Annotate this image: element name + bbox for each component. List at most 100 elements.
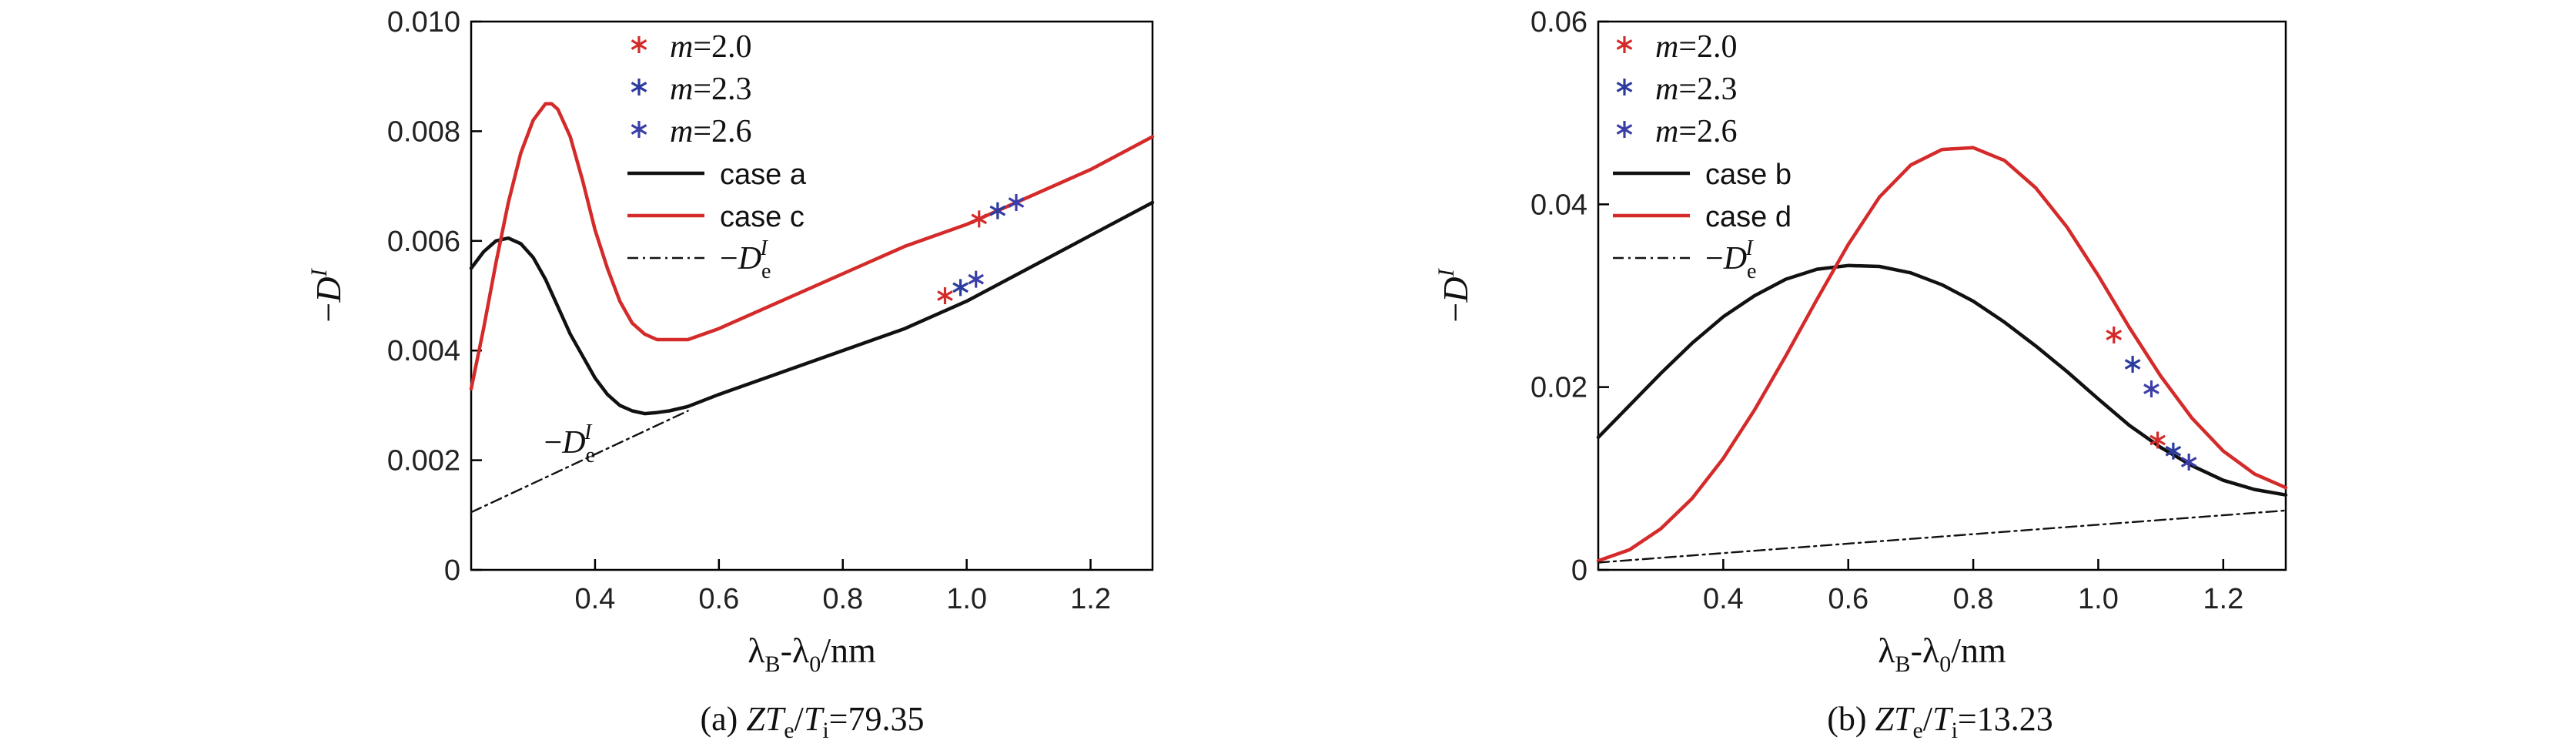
x-label-sub-0: 0 xyxy=(1939,652,1951,677)
marker-m-2-0 xyxy=(2149,431,2166,449)
plot-frame xyxy=(470,20,1154,571)
y-label-minus: − xyxy=(309,303,348,323)
panel-caption: (a) ZTe/Ti=79.35 xyxy=(700,700,924,743)
caption-t: T xyxy=(1932,700,1954,738)
x-tick-label: 1.2 xyxy=(1070,583,1111,615)
legend-marker-swatch xyxy=(631,79,647,95)
legend-entry-m: m=2.0 xyxy=(1655,29,1738,65)
series-line-case-c xyxy=(469,102,1155,391)
y-label-minus: − xyxy=(1436,303,1475,323)
y-tick-label: 0.008 xyxy=(387,116,460,148)
y-tick-label: 0.006 xyxy=(387,226,460,258)
annot-de-sup-i: I xyxy=(584,420,593,444)
caption-zt: ZT xyxy=(1875,700,1915,738)
legend-m-var: m xyxy=(1655,114,1678,149)
x-label-lambda-b: λ xyxy=(1878,631,1895,670)
caption-sub-e: e xyxy=(784,718,794,743)
caption-zt: ZT xyxy=(746,700,786,738)
y-label-d: D xyxy=(309,276,348,303)
legend-entry-de: −DeI xyxy=(1705,236,1756,283)
caption-sub-i: i xyxy=(1952,718,1958,743)
y-tick-label: 0 xyxy=(444,554,460,587)
legend-m-var: m xyxy=(670,29,693,65)
chart-panel-b: 0.4 0.6 0.8 1.0 1.200.020.040.06m=2.0m=2.3m=… xyxy=(1434,6,2288,743)
annot-de-d: D xyxy=(561,425,585,461)
y-tick-label: 0.010 xyxy=(387,6,460,39)
legend-entry-label: case a xyxy=(720,159,807,191)
series-line--d-e-i xyxy=(1597,509,2287,564)
legend-m-var: m xyxy=(1655,29,1678,65)
marker-m-2-0 xyxy=(937,287,953,304)
legend-m-value: =2.0 xyxy=(693,29,751,65)
caption-prefix: (a) xyxy=(700,700,746,738)
legend-entry-label: case b xyxy=(1705,159,1791,191)
y-tick-label: 0.06 xyxy=(1531,6,1587,39)
x-label-sub-0: 0 xyxy=(809,652,821,677)
legend-marker-swatch xyxy=(631,121,647,138)
legend-de-minus: − xyxy=(1705,241,1724,276)
marker-m-2-6 xyxy=(968,270,985,288)
legend-entry-m: m=2.6 xyxy=(670,114,752,149)
marker-m-2-0 xyxy=(971,210,988,228)
y-axis-label: −DI xyxy=(306,267,348,322)
y-tick-label: 0.04 xyxy=(1531,189,1587,221)
legend-entry-label: case d xyxy=(1705,201,1791,233)
x-tick-label: 0.8 xyxy=(822,583,863,615)
caption-sub-e: e xyxy=(1913,718,1923,743)
marker-m-2-0 xyxy=(2106,327,2123,344)
legend-m-value: =2.6 xyxy=(1678,114,1737,149)
marker-m-2-3 xyxy=(2165,442,2182,460)
legend-entry-de: −DeI xyxy=(720,236,771,283)
x-label-sub-b: B xyxy=(765,652,781,677)
legend-marker-swatch xyxy=(631,36,647,53)
x-tick-label: 0.6 xyxy=(698,583,739,615)
legend-marker-swatch xyxy=(1616,121,1633,138)
x-axis-label: λB-λ0/nm xyxy=(748,631,876,677)
y-label-d: D xyxy=(1436,276,1475,303)
x-tick-label: 0.4 xyxy=(1703,583,1744,615)
y-tick-label: 0.02 xyxy=(1531,372,1587,404)
legend-m-var: m xyxy=(670,72,693,107)
x-tick-label: 1.0 xyxy=(2078,583,2119,615)
legend-de-d: D xyxy=(1723,241,1747,276)
series-line-case-b xyxy=(1596,263,2288,497)
caption-slash: / xyxy=(1923,700,1933,738)
caption-value: =79.35 xyxy=(829,700,925,738)
x-label-lambda-b: λ xyxy=(748,631,765,670)
marker-m-2-6 xyxy=(2180,453,2197,471)
legend-entry-m: m=2.6 xyxy=(1655,114,1738,149)
legend-de-minus: − xyxy=(720,241,738,276)
x-tick-label: 1.0 xyxy=(946,583,987,615)
x-tick-label: 1.2 xyxy=(2203,583,2243,615)
caption-prefix: (b) xyxy=(1827,700,1875,738)
legend-entry-m: m=2.3 xyxy=(1655,72,1738,107)
y-label-sup: I xyxy=(306,267,332,277)
annot-de-minus: − xyxy=(544,425,563,461)
legend-m-var: m xyxy=(1655,72,1678,107)
legend-de-sub-e: e xyxy=(761,260,771,283)
x-label-unit: /nm xyxy=(1951,631,2006,670)
y-label-sup: I xyxy=(1434,267,1459,277)
y-axis-label: −DI xyxy=(1434,267,1475,322)
legend-marker-swatch xyxy=(1616,36,1633,53)
x-tick-label: 0.8 xyxy=(1953,583,1994,615)
x-axis-label: λB-λ0/nm xyxy=(1878,631,2006,677)
legend-m-value: =2.0 xyxy=(1678,29,1737,65)
marker-m-2-3 xyxy=(2124,356,2141,373)
plot-frame xyxy=(1597,20,2287,571)
caption-slash: / xyxy=(795,700,805,738)
annotation-de-label: −DeI xyxy=(544,420,595,467)
x-label-sub-b: B xyxy=(1895,652,1911,677)
chart-panel-a: 0.4 0.6 0.8 1.0 1.2 0 0.002 0.004 0.006 0.008 0.01… xyxy=(306,6,1155,743)
y-tick-label: 0 xyxy=(1571,554,1587,587)
legend-m-value: =2.6 xyxy=(693,114,751,149)
series-line-case-a xyxy=(469,200,1155,416)
marker-m-2-3 xyxy=(989,202,1006,219)
legend-marker-swatch xyxy=(1616,79,1633,95)
x-tick-label: 0.6 xyxy=(1828,583,1868,615)
y-tick-label: 0.004 xyxy=(387,335,460,367)
annot-de-sub-e: e xyxy=(586,444,595,467)
legend-entry-m: m=2.0 xyxy=(670,29,752,65)
x-label-unit: /nm xyxy=(821,631,876,670)
